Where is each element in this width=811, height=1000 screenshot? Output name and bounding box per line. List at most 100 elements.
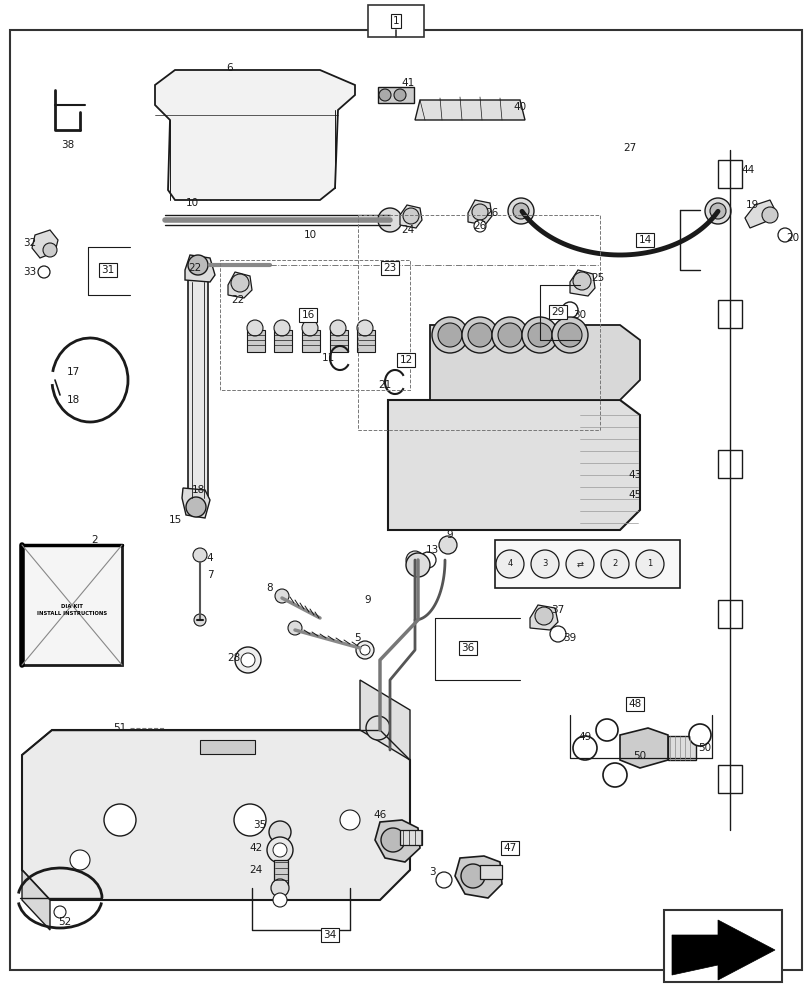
Ellipse shape: [272, 893, 286, 907]
Text: 14: 14: [637, 235, 650, 245]
Ellipse shape: [709, 203, 725, 219]
Ellipse shape: [573, 736, 596, 760]
Text: DIA KIT
INSTALL INSTRUCTIONS: DIA KIT INSTALL INSTRUCTIONS: [36, 604, 107, 616]
Text: 48: 48: [628, 699, 641, 709]
Ellipse shape: [359, 645, 370, 655]
Ellipse shape: [461, 317, 497, 353]
Polygon shape: [388, 400, 639, 530]
Ellipse shape: [474, 220, 486, 232]
Ellipse shape: [230, 274, 249, 292]
Text: 18: 18: [67, 395, 79, 405]
Text: 3: 3: [428, 867, 435, 877]
Text: 27: 27: [623, 143, 636, 153]
Ellipse shape: [419, 552, 436, 568]
Text: 32: 32: [24, 238, 36, 248]
Polygon shape: [32, 230, 58, 258]
Text: 29: 29: [551, 307, 564, 317]
Ellipse shape: [380, 741, 398, 759]
Polygon shape: [454, 856, 501, 898]
Text: 11: 11: [321, 353, 334, 363]
Bar: [717, 765, 741, 793]
Text: 41: 41: [401, 78, 414, 88]
Text: 50: 50: [697, 743, 710, 753]
Polygon shape: [228, 272, 251, 298]
Ellipse shape: [355, 641, 374, 659]
Ellipse shape: [273, 320, 290, 336]
Bar: [717, 160, 741, 188]
Text: 26: 26: [473, 221, 486, 231]
Text: 2: 2: [611, 560, 617, 568]
Text: 6: 6: [226, 63, 233, 73]
Ellipse shape: [439, 536, 457, 554]
Ellipse shape: [635, 550, 663, 578]
Ellipse shape: [534, 607, 552, 625]
Ellipse shape: [561, 302, 577, 318]
Text: 23: 23: [383, 263, 396, 273]
Bar: [247, 330, 264, 352]
Ellipse shape: [565, 550, 594, 578]
Text: 18: 18: [191, 485, 204, 495]
Ellipse shape: [38, 266, 50, 278]
Ellipse shape: [402, 208, 418, 224]
Polygon shape: [400, 205, 422, 228]
Ellipse shape: [491, 317, 527, 353]
Ellipse shape: [43, 243, 57, 257]
Bar: [717, 600, 741, 628]
Text: 21: 21: [378, 380, 391, 390]
Bar: [302, 330, 320, 352]
Bar: [663, 910, 781, 982]
Ellipse shape: [521, 317, 557, 353]
Ellipse shape: [234, 647, 260, 673]
Ellipse shape: [406, 551, 423, 569]
Text: 35: 35: [253, 820, 266, 830]
Polygon shape: [155, 70, 354, 200]
Ellipse shape: [461, 864, 484, 888]
Bar: [367, 5, 423, 37]
Text: 42: 42: [249, 843, 262, 853]
Ellipse shape: [761, 207, 777, 223]
Ellipse shape: [437, 323, 461, 347]
Bar: [717, 300, 741, 328]
Ellipse shape: [378, 208, 401, 232]
Text: 47: 47: [503, 843, 516, 853]
Text: 4: 4: [207, 553, 213, 563]
Ellipse shape: [275, 589, 289, 603]
Text: 5: 5: [354, 633, 361, 643]
Ellipse shape: [193, 548, 207, 562]
Polygon shape: [569, 270, 594, 296]
Bar: [200, 740, 255, 754]
Ellipse shape: [431, 317, 467, 353]
Text: 25: 25: [590, 273, 604, 283]
Ellipse shape: [357, 320, 372, 336]
Text: 16: 16: [301, 310, 314, 320]
Text: 7: 7: [207, 570, 213, 580]
Polygon shape: [375, 820, 419, 862]
Ellipse shape: [271, 879, 289, 897]
Ellipse shape: [241, 653, 255, 667]
Polygon shape: [182, 488, 210, 518]
Polygon shape: [185, 255, 215, 282]
Ellipse shape: [188, 255, 208, 275]
Polygon shape: [672, 920, 774, 980]
Text: 37: 37: [551, 605, 564, 615]
Text: 13: 13: [425, 545, 438, 555]
Text: 24: 24: [401, 225, 414, 235]
Text: 3: 3: [542, 560, 547, 568]
Ellipse shape: [549, 626, 565, 642]
Polygon shape: [744, 200, 774, 228]
Text: 34: 34: [323, 930, 337, 940]
Ellipse shape: [527, 323, 551, 347]
Bar: [400, 830, 422, 845]
Polygon shape: [414, 100, 525, 120]
Bar: [188, 280, 208, 500]
Polygon shape: [22, 730, 410, 900]
Ellipse shape: [406, 553, 430, 577]
Text: 1: 1: [393, 16, 399, 26]
Text: 38: 38: [62, 140, 75, 150]
Polygon shape: [359, 680, 410, 760]
Ellipse shape: [497, 323, 521, 347]
Text: 46: 46: [373, 810, 386, 820]
Ellipse shape: [573, 272, 590, 290]
Ellipse shape: [777, 228, 791, 242]
Text: 10: 10: [303, 230, 316, 240]
